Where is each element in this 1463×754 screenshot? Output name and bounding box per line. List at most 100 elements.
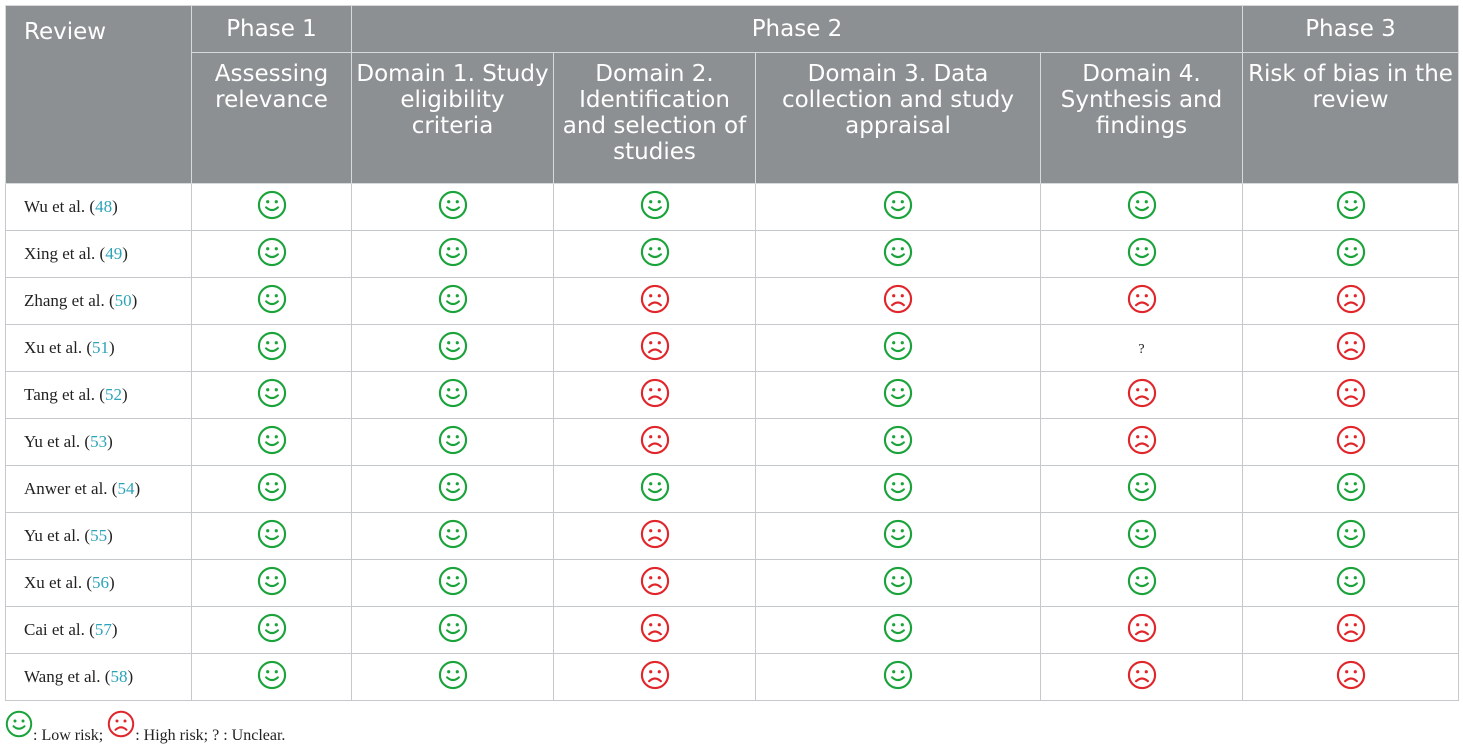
low-risk-icon xyxy=(1336,566,1366,601)
rating-cell-domain-4 xyxy=(1040,512,1243,560)
rating-cell-risk-of-bias xyxy=(1242,277,1459,325)
reference-link[interactable]: 53 xyxy=(90,432,108,451)
review-name-cell: Yu et al. (53) xyxy=(5,418,192,466)
low-risk-icon xyxy=(640,472,670,507)
high-risk-icon xyxy=(1336,660,1366,695)
review-paren: ) xyxy=(107,526,113,545)
review-paren: ) xyxy=(111,620,118,639)
rating-cell-domain-2 xyxy=(553,230,756,278)
high-risk-icon xyxy=(1336,378,1366,413)
low-risk-icon xyxy=(438,566,468,601)
high-risk-icon xyxy=(640,660,670,695)
rating-cell-risk-of-bias xyxy=(1242,324,1459,372)
review-author: Anwer et al. ( xyxy=(24,479,118,498)
review-author: Xing et al. ( xyxy=(24,244,106,263)
review-name-cell: Zhang et al. (50) xyxy=(5,277,192,325)
rating-cell-assessing-relevance xyxy=(191,465,352,513)
rating-cell-domain-1 xyxy=(351,465,554,513)
rating-cell-assessing-relevance xyxy=(191,183,352,231)
table-row: Yu et al. (55) xyxy=(5,512,1459,560)
review-paren: ) xyxy=(134,479,141,498)
reference-link[interactable]: 57 xyxy=(94,620,112,639)
header-domain-1: Domain 1. Study eligibility criteria xyxy=(351,52,554,184)
review-paren: ) xyxy=(108,338,115,357)
review-name-cell: Xu et al. (56) xyxy=(5,559,192,607)
reference-link[interactable]: 52 xyxy=(104,385,122,404)
low-risk-icon xyxy=(438,331,468,366)
low-risk-icon xyxy=(438,378,468,413)
rating-cell-domain-2 xyxy=(553,606,756,654)
rating-cell-domain-2 xyxy=(553,465,756,513)
reference-link[interactable]: 50 xyxy=(114,291,132,310)
low-risk-icon xyxy=(257,613,287,648)
low-risk-icon xyxy=(1127,472,1157,507)
table-row: Zhang et al. (50) xyxy=(5,277,1459,325)
review-name-cell: Wang et al. (58) xyxy=(5,653,192,701)
reference-link[interactable]: 54 xyxy=(117,479,135,498)
rating-cell-domain-2 xyxy=(553,559,756,607)
rating-cell-risk-of-bias xyxy=(1242,371,1459,419)
table-row: Cai et al. (57) xyxy=(5,606,1459,654)
high-risk-icon xyxy=(640,378,670,413)
high-risk-icon xyxy=(107,710,135,743)
rating-cell-assessing-relevance xyxy=(191,371,352,419)
review-paren: ) xyxy=(122,244,128,263)
low-risk-icon xyxy=(438,237,468,272)
rating-cell-assessing-relevance xyxy=(191,277,352,325)
low-risk-icon xyxy=(438,613,468,648)
low-risk-icon xyxy=(640,190,670,225)
review-author: Yu et al. ( xyxy=(24,432,91,451)
high-risk-icon xyxy=(1127,425,1157,460)
low-risk-icon xyxy=(438,425,468,460)
review-name-cell: Xu et al. (51) xyxy=(5,324,192,372)
rating-cell-domain-3 xyxy=(755,183,1041,231)
unclear-mark: ? xyxy=(1138,342,1145,357)
rating-cell-domain-1 xyxy=(351,653,554,701)
header-domain-3: Domain 3. Data collection and study appr… xyxy=(755,52,1041,184)
review-name-cell: Anwer et al. (54) xyxy=(5,465,192,513)
rating-cell-domain-4 xyxy=(1040,606,1243,654)
review-name-cell: Cai et al. (57) xyxy=(5,606,192,654)
table-row: Wu et al. (48) xyxy=(5,183,1459,231)
low-risk-icon xyxy=(1127,519,1157,554)
risk-of-bias-table: Review Phase 1 Phase 2 Phase 3 Assessing… xyxy=(5,5,1459,701)
low-risk-icon xyxy=(883,613,913,648)
header-domain-2: Domain 2. Identification and selection o… xyxy=(553,52,756,184)
review-author: Yu et al. ( xyxy=(24,526,91,545)
low-risk-icon xyxy=(883,472,913,507)
rating-cell-risk-of-bias xyxy=(1242,183,1459,231)
rating-cell-risk-of-bias xyxy=(1242,418,1459,466)
low-risk-icon xyxy=(257,425,287,460)
review-author: Wu et al. ( xyxy=(24,197,96,216)
low-risk-icon xyxy=(438,660,468,695)
rating-cell-domain-3 xyxy=(755,418,1041,466)
header-assessing-relevance: Assessing relevance xyxy=(191,52,352,184)
rating-cell-domain-4: ? xyxy=(1040,324,1243,372)
reference-link[interactable]: 55 xyxy=(90,526,108,545)
low-risk-icon xyxy=(438,472,468,507)
low-risk-icon xyxy=(883,190,913,225)
rating-cell-domain-3 xyxy=(755,324,1041,372)
header-domain-4: Domain 4. Synthesis and findings xyxy=(1040,52,1243,184)
reference-link[interactable]: 51 xyxy=(91,338,109,357)
rating-cell-assessing-relevance xyxy=(191,559,352,607)
legend: : Low risk; : High risk; ? : Unclear. xyxy=(5,710,285,745)
header-phase-2: Phase 2 xyxy=(351,5,1243,53)
review-name-cell: Yu et al. (55) xyxy=(5,512,192,560)
reference-link[interactable]: 49 xyxy=(105,244,123,263)
rating-cell-assessing-relevance xyxy=(191,324,352,372)
high-risk-icon xyxy=(1336,425,1366,460)
high-risk-icon xyxy=(640,331,670,366)
header-review: Review xyxy=(5,5,192,184)
low-risk-icon xyxy=(438,284,468,319)
reference-link[interactable]: 56 xyxy=(91,573,109,592)
low-risk-icon xyxy=(1336,237,1366,272)
high-risk-icon xyxy=(1336,284,1366,319)
review-paren: ) xyxy=(121,385,128,404)
rating-cell-domain-3 xyxy=(755,277,1041,325)
rating-cell-assessing-relevance xyxy=(191,512,352,560)
low-risk-icon xyxy=(257,237,287,272)
reference-link[interactable]: 58 xyxy=(110,667,128,686)
reference-link[interactable]: 48 xyxy=(95,197,113,216)
low-risk-icon xyxy=(883,331,913,366)
